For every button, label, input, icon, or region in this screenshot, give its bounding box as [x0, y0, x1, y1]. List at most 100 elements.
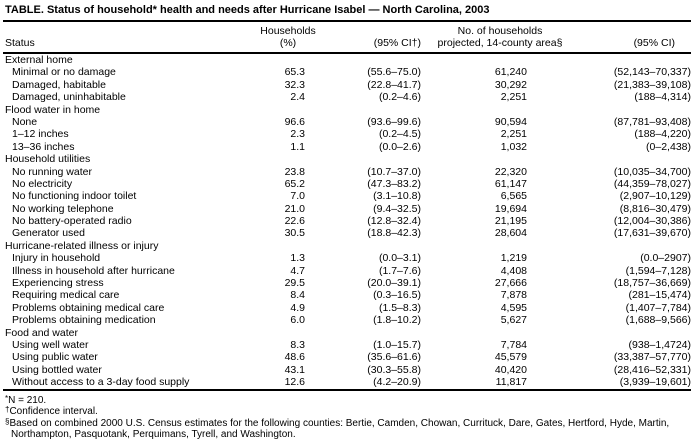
projected-ci-cell: (938–1,4724): [628, 338, 691, 351]
projected-n-cell: 19,694: [494, 202, 527, 215]
projected-ci-cell: (1,688–9,566): [625, 314, 691, 327]
table-row: Using bottled water 43.1 (30.3–55.8) 40,420…: [3, 364, 691, 376]
projected-ci-cell: (28,416–52,331): [613, 363, 691, 376]
table-row: Generator used 30.5 (18.8–42.3) 28,604 (17,6…: [3, 227, 691, 239]
projected-n-cell: 28,604: [494, 227, 527, 240]
row-label: Damaged, uninhabitable: [12, 91, 126, 104]
section-header-row: External home: [3, 54, 691, 66]
table-row: Damaged, habitable 32.3 (22.8–41.7) 30,292 (…: [3, 79, 691, 91]
section-label: Hurricane-related illness or injury: [5, 239, 159, 252]
col-header-ci-households: (95% CI†): [373, 37, 421, 49]
row-label: 13–36 inches: [12, 140, 75, 153]
households-ci-cell: (93.6–99.6): [367, 115, 421, 128]
row-label: No battery-operated radio: [12, 215, 132, 228]
row-label: Problems obtaining medication: [12, 314, 156, 327]
section-label: External home: [5, 54, 73, 66]
households-ci-cell: (47.3–83.2): [367, 177, 421, 190]
row-label: Using public water: [12, 351, 98, 364]
projected-ci-cell: (0.0–2907): [640, 252, 691, 265]
footnote-n: *N = 210.: [5, 393, 694, 407]
col-header-households-pct: Households (%): [249, 25, 315, 49]
households-pct-cell: 48.6: [284, 351, 305, 364]
table-row: 1–12 inches 2.3 (0.2–4.5) 2,251 (188–4,220): [3, 128, 691, 140]
row-label: Illness in household after hurricane: [12, 264, 175, 277]
households-ci-cell: (1.5–8.3): [378, 301, 421, 314]
households-ci-cell: (1.7–7.6): [378, 264, 421, 277]
households-pct-cell: 8.3: [290, 338, 305, 351]
households-ci-cell: (9.4–32.5): [373, 202, 421, 215]
projected-n-cell: 4,595: [500, 301, 527, 314]
projected-ci-cell: (17,631–39,670): [613, 227, 691, 240]
projected-n-cell: 22,320: [494, 165, 527, 178]
projected-ci-cell: (10,035–34,700): [613, 165, 691, 178]
footnote-ci: †Confidence interval.: [5, 405, 694, 418]
row-label: No functioning indoor toilet: [12, 190, 137, 203]
row-label: 1–12 inches: [12, 128, 69, 141]
table-row: No working telephone 21.0 (9.4–32.5) 19,694…: [3, 203, 691, 215]
households-ci-cell: (10.7–37.0): [367, 165, 421, 178]
section-header-row: Food and water: [3, 327, 691, 339]
col-header-ci-projected: (95% CI): [633, 37, 675, 49]
projected-ci-cell: (18,757–36,669): [613, 277, 691, 290]
households-ci-cell: (0.2–4.6): [378, 91, 421, 104]
households-ci-cell: (1.0–15.7): [373, 338, 421, 351]
col-header-projected-line1: No. of households: [457, 25, 543, 37]
section-header-row: Flood water in home: [3, 104, 691, 116]
households-ci-cell: (1.8–10.2): [373, 314, 421, 327]
households-ci-cell: (20.0–39.1): [367, 277, 421, 290]
projected-n-cell: 45,579: [494, 351, 527, 364]
projected-n-cell: 7,878: [500, 289, 527, 302]
households-ci-cell: (22.8–41.7): [367, 78, 421, 91]
row-label: Without access to a 3-day food supply: [12, 376, 190, 389]
households-pct-cell: 65.2: [284, 177, 305, 190]
table-row: No battery-operated radio 22.6 (12.8–32.4)…: [3, 215, 691, 227]
footnote-text: Based on combined 2000 U.S. Census estim…: [9, 417, 670, 441]
projected-n-cell: 7,784: [500, 338, 527, 351]
projected-ci-cell: (21,383–39,108): [613, 78, 691, 91]
table-row: Problems obtaining medical care 4.9 (1.5–8…: [3, 302, 691, 314]
col-header-projected-line2: projected, 14-county area§: [437, 37, 563, 49]
section-label: Flood water in home: [5, 103, 101, 116]
row-label: No working telephone: [12, 202, 114, 215]
table-row: Requiring medical care 8.4 (0.3–16.5) 7,878…: [3, 289, 691, 301]
row-label: Generator used: [12, 227, 85, 240]
households-pct-cell: 8.4: [290, 289, 305, 302]
households-ci-cell: (0.0–2.6): [378, 140, 421, 153]
table-row: Illness in household after hurricane 4.7 (…: [3, 265, 691, 277]
households-pct-cell: 7.0: [290, 190, 305, 203]
bottom-rule: [3, 388, 691, 391]
households-pct-cell: 1.3: [290, 252, 305, 265]
households-pct-cell: 23.8: [284, 165, 305, 178]
table-row: No running water 23.8 (10.7–37.0) 22,320 (10…: [3, 166, 691, 178]
section-header-row: Household utilities: [3, 153, 691, 165]
households-pct-cell: 4.9: [290, 301, 305, 314]
footnote-marker: *: [5, 393, 9, 403]
projected-n-cell: 90,594: [494, 115, 527, 128]
households-pct-cell: 1.1: [290, 140, 305, 153]
projected-ci-cell: (87,781–93,408): [613, 115, 691, 128]
table-row: Damaged, uninhabitable 2.4 (0.2–4.6) 2,251 (…: [3, 91, 691, 103]
projected-ci-cell: (3,939–19,601): [619, 376, 691, 389]
projected-ci-cell: (1,407–7,784): [625, 301, 691, 314]
households-pct-cell: 21.0: [284, 202, 305, 215]
section-header-row: Hurricane-related illness or injury: [3, 240, 691, 252]
projected-n-cell: 30,292: [494, 78, 527, 91]
projected-n-cell: 5,627: [500, 314, 527, 327]
row-label: Experiencing stress: [12, 277, 104, 290]
households-pct-cell: 4.7: [290, 264, 305, 277]
households-pct-cell: 12.6: [284, 376, 305, 389]
projected-n-cell: 61,240: [494, 66, 527, 79]
households-ci-cell: (35.6–61.6): [367, 351, 421, 364]
households-pct-cell: 96.6: [284, 115, 305, 128]
projected-n-cell: 2,251: [500, 128, 527, 141]
projected-ci-cell: (2,907–10,129): [619, 190, 691, 203]
households-ci-cell: (3.1–10.8): [373, 190, 421, 203]
projected-ci-cell: (188–4,220): [634, 128, 691, 141]
title-rule: [3, 20, 691, 22]
table-row: Injury in household 1.3 (0.0–3.1) 1,219 (0.0…: [3, 252, 691, 264]
households-pct-cell: 2.4: [290, 91, 305, 104]
projected-ci-cell: (12,004–30,386): [613, 215, 691, 228]
footnote-census: §Based on combined 2000 U.S. Census esti…: [5, 417, 694, 441]
table-row: Experiencing stress 29.5 (20.0–39.1) 27,666…: [3, 277, 691, 289]
